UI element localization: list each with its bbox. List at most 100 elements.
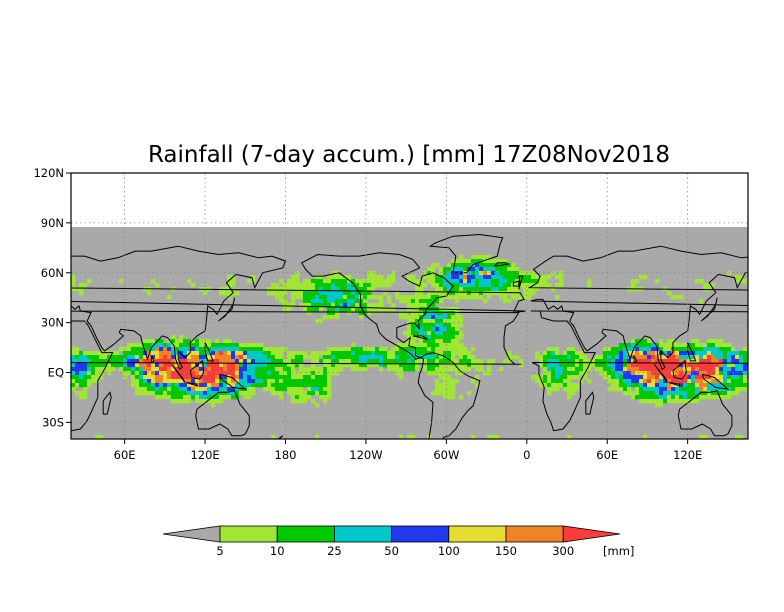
- rain-cell: [315, 307, 320, 312]
- rain-cell: [439, 359, 444, 364]
- rain-cell: [259, 347, 264, 352]
- rain-cell: [555, 375, 560, 380]
- rain-cell: [427, 371, 432, 376]
- rain-cell: [739, 379, 744, 384]
- rain-cell: [339, 295, 344, 300]
- rain-cell: [671, 359, 676, 364]
- rain-cell: [447, 323, 452, 328]
- rain-cell: [647, 383, 652, 388]
- rain-cell: [675, 395, 680, 400]
- rain-cell: [355, 307, 360, 312]
- rain-cell: [79, 287, 84, 292]
- rain-cell: [391, 347, 396, 352]
- rain-cell: [275, 287, 280, 292]
- rain-cell: [207, 387, 212, 392]
- rain-cell: [599, 367, 604, 372]
- rain-cell: [459, 259, 464, 264]
- rain-cell: [307, 287, 312, 292]
- rain-cell: [171, 391, 176, 396]
- rain-cell: [459, 319, 464, 324]
- rain-cell: [647, 371, 652, 376]
- rain-cell: [203, 339, 208, 344]
- rain-cell: [479, 287, 484, 292]
- coastline: [518, 275, 524, 290]
- rain-cell: [239, 371, 244, 376]
- rain-cell: [523, 275, 528, 280]
- rain-cell: [627, 363, 632, 368]
- rain-cell: [563, 371, 568, 376]
- rain-cell: [483, 279, 488, 284]
- rain-cell: [731, 363, 736, 368]
- rain-cell: [403, 367, 408, 372]
- rain-cell: [483, 287, 488, 292]
- rain-cell: [619, 375, 624, 380]
- rain-cell: [243, 391, 248, 396]
- rain-cell: [247, 367, 252, 372]
- rain-cell: [591, 359, 596, 364]
- rain-cell: [607, 363, 612, 368]
- rain-cell: [311, 367, 316, 372]
- rain-cell: [615, 383, 620, 388]
- rain-cell: [635, 367, 640, 372]
- rain-cell: [611, 367, 616, 372]
- rain-cell: [275, 375, 280, 380]
- rain-cell: [643, 391, 648, 396]
- rain-cell: [447, 275, 452, 280]
- rain-cell: [143, 347, 148, 352]
- rain-cell: [431, 299, 436, 304]
- rain-cell: [607, 351, 612, 356]
- rain-cell: [75, 355, 80, 360]
- rain-cell: [431, 315, 436, 320]
- rain-cell: [487, 255, 492, 260]
- rain-cell: [287, 371, 292, 376]
- rain-cell: [347, 355, 352, 360]
- rain-cell: [503, 283, 508, 288]
- rain-cell: [359, 315, 364, 320]
- rain-cell: [675, 371, 680, 376]
- rain-cell: [235, 351, 240, 356]
- rain-cell: [235, 379, 240, 384]
- rain-cell: [439, 275, 444, 280]
- rain-cell: [127, 355, 132, 360]
- rain-cell: [735, 371, 740, 376]
- rain-cell: [651, 363, 656, 368]
- rain-cell: [439, 327, 444, 332]
- rain-cell: [187, 395, 192, 400]
- rain-cell: [327, 383, 332, 388]
- rain-cell: [391, 303, 396, 308]
- rain-cell: [647, 343, 652, 348]
- rain-cell: [203, 355, 208, 360]
- rain-cell: [647, 347, 652, 352]
- rain-cell: [307, 379, 312, 384]
- rain-cell: [507, 271, 512, 276]
- rain-cell: [623, 359, 628, 364]
- rain-cell: [587, 359, 592, 364]
- rain-cell: [335, 367, 340, 372]
- rain-cell: [87, 371, 92, 376]
- rain-cell: [435, 299, 440, 304]
- rain-cell: [187, 399, 192, 404]
- rain-cell: [239, 355, 244, 360]
- rain-cell: [323, 295, 328, 300]
- coastline: [219, 373, 247, 390]
- rain-cell: [395, 359, 400, 364]
- rain-cell: [311, 387, 316, 392]
- rain-cell: [183, 363, 188, 368]
- rain-cell: [291, 375, 296, 380]
- rain-cell: [367, 307, 372, 312]
- rain-cell: [127, 351, 132, 356]
- rain-cell: [435, 391, 440, 396]
- rain-cell: [411, 327, 416, 332]
- rain-cell: [151, 371, 156, 376]
- rain-cell: [303, 383, 308, 388]
- rain-cell: [183, 343, 188, 348]
- rain-cell: [715, 395, 720, 400]
- rain-cell: [215, 379, 220, 384]
- rain-cell: [363, 291, 368, 296]
- rain-cell: [215, 351, 220, 356]
- rain-cell: [439, 283, 444, 288]
- rain-cell: [335, 363, 340, 368]
- rain-cell: [315, 287, 320, 292]
- rain-cell: [323, 399, 328, 404]
- rain-cell: [635, 395, 640, 400]
